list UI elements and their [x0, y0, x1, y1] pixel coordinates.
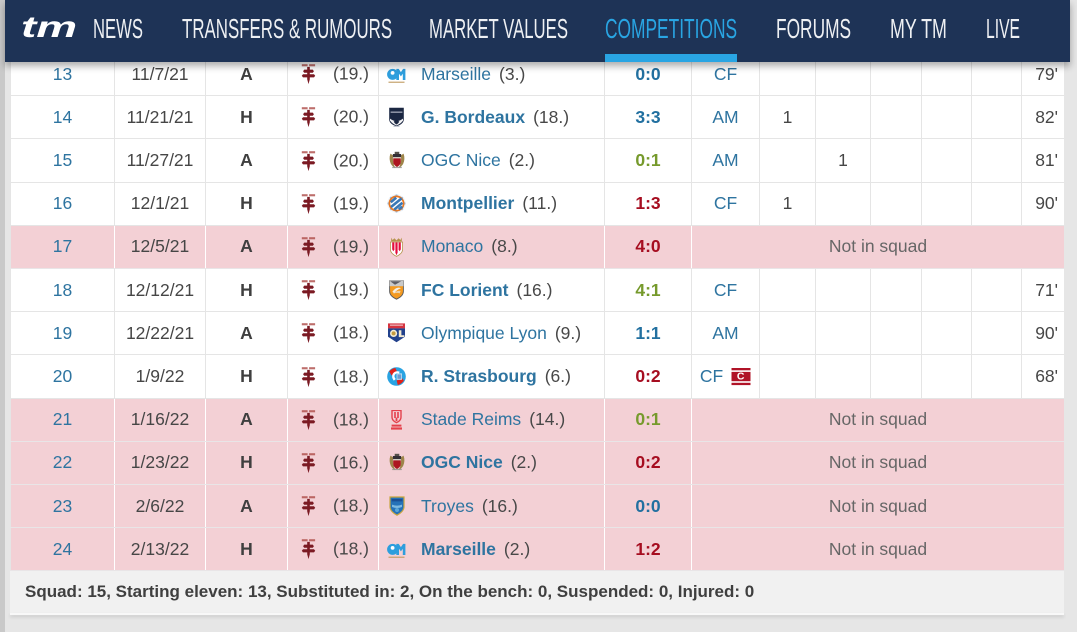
svg-text:C: C [737, 371, 745, 383]
